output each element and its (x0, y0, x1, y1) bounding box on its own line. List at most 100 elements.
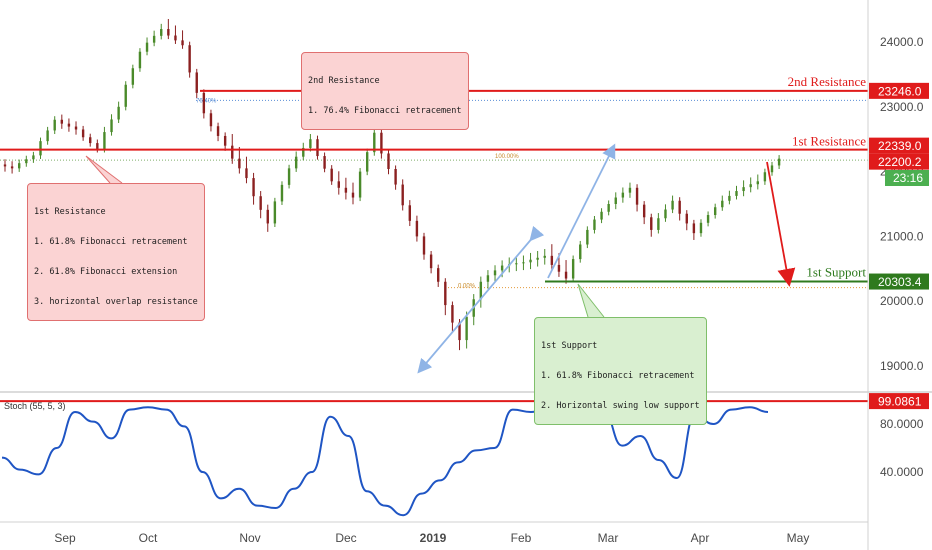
candle-body (401, 184, 404, 206)
candle-body (429, 254, 433, 269)
candle-body (671, 200, 674, 210)
candle-body (174, 35, 177, 41)
candle-body (145, 42, 149, 52)
stoch-y-tick-label: 80.0000 (880, 417, 924, 431)
candle-body (309, 139, 312, 148)
candle-body (621, 192, 625, 198)
candle-body (302, 147, 305, 157)
candle-body (3, 164, 7, 167)
candle-body (593, 219, 596, 230)
candle-body (209, 113, 213, 127)
candle-body (713, 207, 717, 216)
annotation-arrows (85, 75, 796, 374)
candle-body (628, 187, 632, 193)
candle-body (74, 126, 78, 130)
candle-body (10, 166, 14, 169)
candle-body (415, 220, 419, 237)
candle-body (699, 222, 703, 234)
fib-retrace-arrow (547, 143, 616, 279)
candle-body (231, 145, 234, 159)
candle-body (273, 201, 277, 224)
candle-body (238, 158, 241, 169)
candle-body (529, 259, 532, 263)
candle-body (138, 51, 142, 69)
candle-body (188, 45, 191, 73)
second-resistance-price-label-bg (869, 82, 929, 99)
last-price-label-bg (869, 153, 929, 170)
candle-body (89, 137, 92, 144)
candle-body (252, 178, 255, 197)
note-line: 1. 61.8% Fibonacci retracement (541, 371, 695, 381)
stoch-y-tick-label: 40.0000 (880, 465, 924, 479)
x-tick-label: Oct (139, 531, 158, 545)
candle-body (32, 155, 35, 160)
y-tick-label: 24000.0 (880, 35, 924, 49)
candle-body (728, 195, 731, 201)
candle-body (81, 129, 85, 138)
candle-body (380, 132, 383, 154)
fib-76-label: 76.40% (196, 98, 217, 104)
first-resistance-price-label-bg (869, 137, 929, 154)
candle-body (486, 275, 490, 282)
candle-body (763, 172, 767, 182)
candle-body (110, 119, 113, 133)
candle-body (152, 35, 156, 43)
note-pointer-first-resistance (85, 155, 123, 184)
note-line: 3. horizontal overlap resistance (34, 297, 198, 307)
x-tick-label: 2019 (420, 531, 447, 545)
candle-body (259, 196, 262, 210)
price-labels: 23246.0 22339.0 22200.2 23:16 20303.4 99.0861 (869, 82, 929, 410)
fib-100-label: 100.00% (495, 154, 519, 160)
candle-body (25, 159, 28, 164)
candle-body (131, 68, 135, 85)
stoch-last-value-label: 99.0861 (878, 395, 922, 409)
projection-arrow (766, 161, 796, 287)
note-first-support: 1st Support 1. 61.8% Fibonacci retraceme… (534, 317, 707, 425)
candle-body (287, 168, 291, 185)
candle-body (18, 163, 21, 169)
y-tick-label: 21000.0 (880, 229, 924, 243)
candle-body (266, 209, 269, 224)
candle-body (557, 264, 561, 272)
candlestick-series (3, 18, 781, 351)
candle-body (96, 143, 99, 149)
candle-body (721, 200, 724, 208)
candle-body (678, 200, 681, 214)
candle-body (167, 29, 170, 36)
candle-body (685, 213, 688, 224)
candle-body (749, 184, 752, 188)
note-line: 1st Support (541, 341, 598, 351)
candle-body (46, 130, 49, 142)
candle-body (536, 257, 539, 260)
candle-body (550, 255, 554, 265)
candle-body (444, 281, 447, 306)
candle-body (564, 271, 568, 279)
candle-body (202, 92, 206, 114)
candle-body (181, 40, 184, 46)
candle-body (635, 187, 639, 205)
stoch-last-value-label-bg (869, 393, 929, 410)
x-tick-label: Apr (691, 531, 710, 545)
note-second-resistance: 2nd Resistance 1. 76.4% Fibonacci retrac… (301, 52, 469, 130)
candle-body (351, 192, 355, 198)
candle-body (607, 204, 610, 212)
candle-body (316, 139, 319, 157)
candle-body (223, 135, 227, 146)
candle-body (586, 229, 589, 245)
candle-body (124, 84, 127, 107)
candle-body (344, 187, 348, 193)
candle-body (117, 106, 120, 120)
y-tick-label: 23000.0 (880, 100, 924, 114)
candle-body (294, 156, 298, 169)
stochastic-indicator: Stoch (55, 5, 3) (0, 400, 868, 517)
note-line: 1. 61.8% Fibonacci retracement (34, 237, 188, 247)
candle-body (245, 168, 248, 179)
candle-body (422, 236, 426, 255)
candle-body (373, 132, 376, 153)
first-resistance-price-label: 22339.0 (878, 139, 922, 153)
candle-body (642, 204, 646, 218)
candle-body (777, 158, 781, 166)
candle-body (571, 259, 575, 279)
candle-body (770, 165, 774, 173)
last-price-label: 22200.2 (878, 155, 922, 169)
